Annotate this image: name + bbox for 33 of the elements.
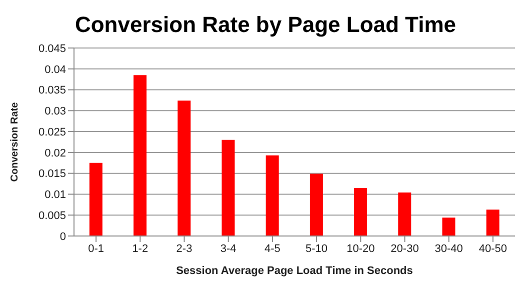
x-tick-label: 20-30 bbox=[390, 242, 419, 255]
bar bbox=[354, 188, 368, 236]
x-tick-label: 2-3 bbox=[176, 242, 192, 255]
x-axis-title: Session Average Page Load Time in Seconds bbox=[176, 265, 413, 277]
x-tick-label: 10-20 bbox=[346, 242, 375, 255]
y-tick-label: 0.01 bbox=[44, 189, 66, 202]
y-tick-label: 0 bbox=[60, 230, 66, 243]
y-tick-label: 0.005 bbox=[38, 210, 66, 222]
x-tick-label: 30-40 bbox=[434, 242, 463, 255]
x-tick-label: 1-2 bbox=[132, 242, 148, 255]
bar bbox=[89, 162, 102, 236]
y-tick-label: 0.045 bbox=[38, 42, 66, 55]
bar bbox=[398, 192, 412, 236]
x-tick-label: 4-5 bbox=[264, 242, 280, 255]
y-tick-label: 0.02 bbox=[44, 147, 66, 160]
bar bbox=[486, 210, 500, 236]
x-tick-label: 5-10 bbox=[306, 242, 328, 255]
bar bbox=[266, 155, 279, 236]
chart-title: Conversion Rate by Page Load Time bbox=[74, 11, 458, 39]
x-tick-label: 3-4 bbox=[220, 242, 236, 255]
bar bbox=[134, 75, 147, 236]
y-axis-title: Conversion Rate bbox=[10, 102, 21, 182]
bar bbox=[178, 100, 191, 236]
y-tick-label: 0.03 bbox=[44, 106, 66, 118]
y-tick-label: 0.035 bbox=[38, 84, 66, 97]
bar bbox=[442, 218, 456, 236]
bar bbox=[222, 140, 235, 236]
x-tick-label: 40-50 bbox=[478, 242, 508, 255]
bar bbox=[310, 174, 323, 236]
y-tick-label: 0.025 bbox=[38, 126, 66, 138]
x-tick-label: 0-1 bbox=[88, 242, 104, 255]
y-tick-label: 0.015 bbox=[38, 168, 66, 180]
y-tick-label: 0.04 bbox=[44, 64, 66, 76]
